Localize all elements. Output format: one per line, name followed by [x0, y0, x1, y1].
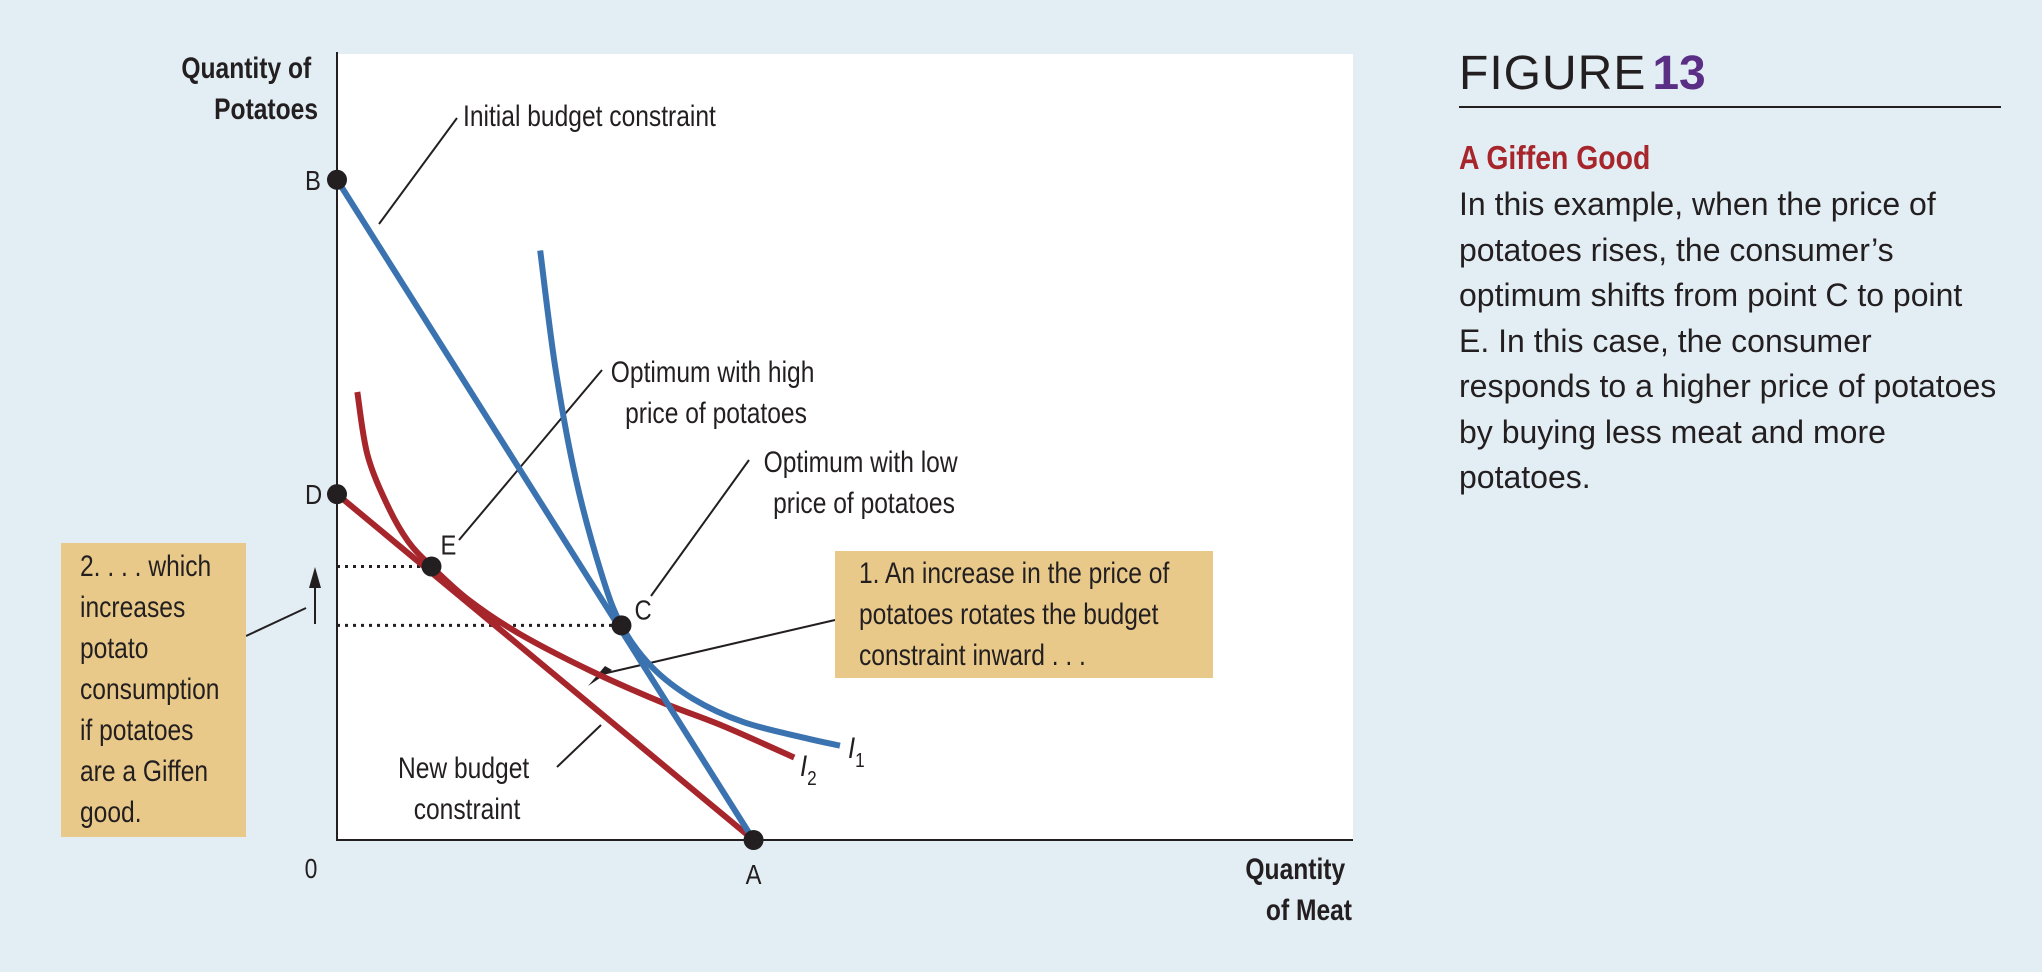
- giffen-callout-line: consumption: [80, 672, 219, 706]
- initial-budget-label-line: Initial budget constraint: [463, 99, 716, 133]
- point-b-label: B: [305, 164, 321, 196]
- y-axis-title-line: Potatoes: [214, 92, 318, 126]
- new-budget-leader: [556, 724, 602, 768]
- giffen-callout-line: if potatoes: [80, 713, 193, 747]
- curve-label-i2-sub: 2: [807, 767, 817, 790]
- point-e-label: E: [440, 529, 456, 561]
- x-axis-title-line: Quantity: [1245, 852, 1345, 886]
- increase-price-callout-text: 1. An increase in the price of potatoes …: [859, 556, 1176, 672]
- increase-price-callout-line: 1. An increase in the price of: [859, 556, 1170, 590]
- y-axis-title-line: Quantity of: [181, 51, 312, 85]
- increase-price-callout-box: [835, 551, 1213, 678]
- high-optimum-label-line: Optimum with high: [611, 355, 815, 389]
- low-optimum-label-line: Optimum with low: [764, 445, 958, 479]
- figure-title: A Giffen Good: [1459, 139, 1651, 176]
- initial-budget-line: [334, 178, 757, 842]
- increase-price-callout-line: constraint inward . . .: [859, 638, 1086, 672]
- y-axis-title: Quantity of Potatoes: [181, 51, 318, 126]
- curve-label-i2-letter: I: [800, 749, 807, 782]
- new-budget-label-line: constraint: [414, 792, 521, 826]
- point-a-label: A: [746, 858, 762, 890]
- low-optimum-leader: [650, 459, 750, 597]
- giffen-callout-line: 2. . . . which: [80, 549, 211, 583]
- figure-number: 13: [1652, 47, 1706, 100]
- point-c-marker: [611, 615, 632, 636]
- giffen-callout-leader: [245, 607, 307, 637]
- figure-sidebar: FIGURE 13 A Giffen Good In this example, …: [1459, 44, 2001, 501]
- curve-label-i1-letter: I: [848, 731, 855, 764]
- giffen-callout-box: [61, 543, 246, 837]
- new-budget-line: [335, 491, 756, 843]
- new-budget-label-line: New budget: [398, 751, 530, 785]
- x-axis-title: Quantity of Meat: [1245, 852, 1352, 927]
- point-e-marker: [421, 556, 442, 577]
- low-optimum-label-line: price of potatoes: [773, 486, 955, 520]
- increase-callout-leader: [597, 619, 836, 676]
- curve-i2: [354, 391, 796, 761]
- figure-heading: FIGURE 13: [1459, 44, 2001, 108]
- low-optimum-label: Optimum with low price of potatoes: [764, 445, 965, 520]
- initial-budget-leader: [378, 117, 458, 225]
- high-optimum-leader: [458, 369, 603, 541]
- high-optimum-label-line: price of potatoes: [625, 396, 807, 430]
- giffen-callout-text: 2. . . . which increases potato consumpt…: [80, 549, 226, 829]
- giffen-callout-line: are a Giffen: [80, 754, 208, 788]
- giffen-callout-line: good.: [80, 795, 142, 829]
- x-axis-title-line: of Meat: [1266, 893, 1352, 927]
- figure-label: FIGURE: [1459, 47, 1647, 100]
- high-optimum-label: Optimum with high price of potatoes: [611, 355, 821, 430]
- new-budget-label: New budget constraint: [398, 751, 536, 826]
- potato-increase-arrowhead: [309, 567, 321, 588]
- origin-label: 0: [305, 854, 318, 885]
- curve-label-i1-sub: 1: [855, 749, 865, 772]
- point-c-label: C: [634, 594, 651, 626]
- point-a-marker: [743, 830, 764, 850]
- point-b-marker: [327, 169, 347, 190]
- point-d-marker: [327, 484, 347, 505]
- initial-budget-label: Initial budget constraint: [463, 99, 716, 133]
- curve-label-i1: I1: [848, 731, 865, 771]
- curve-label-i2: I2: [800, 749, 817, 789]
- giffen-callout-line: potato: [80, 631, 148, 665]
- increase-price-callout-line: potatoes rotates the budget: [859, 597, 1159, 631]
- point-d-label: D: [305, 478, 322, 510]
- figure-caption: In this example, when the price of potat…: [1459, 186, 1997, 495]
- giffen-callout-line: increases: [80, 590, 185, 624]
